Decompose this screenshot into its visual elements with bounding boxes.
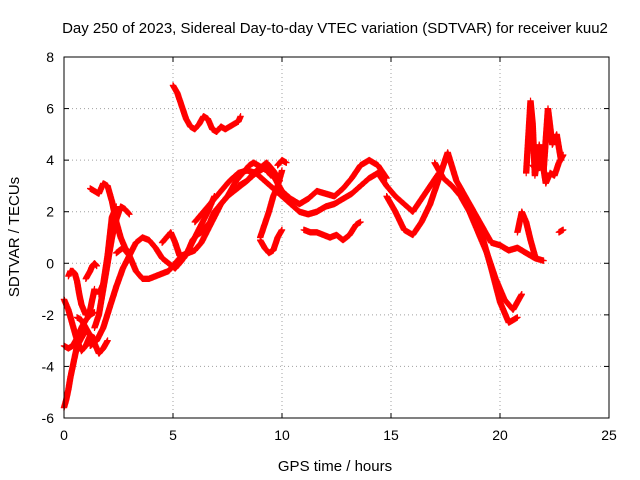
y-tick-label: 2	[46, 204, 54, 220]
y-axis-label: SDTVAR / TECUs	[6, 177, 23, 297]
marker-path	[300, 218, 364, 244]
marker-path	[529, 151, 567, 187]
marker-path	[65, 267, 98, 319]
x-tick-label: 15	[383, 427, 399, 443]
series-arc-z	[555, 226, 567, 236]
y-tick-label: 6	[46, 101, 54, 117]
series-arc-o	[235, 156, 390, 208]
data-markers	[60, 82, 567, 411]
marker-path	[235, 156, 390, 208]
x-tick-label: 0	[60, 427, 68, 443]
y-tick-label: 8	[46, 49, 54, 65]
series-arc-u	[431, 159, 525, 313]
y-tick-label: 0	[46, 255, 54, 271]
series-arc-f	[82, 260, 100, 282]
series-arc-r	[257, 226, 286, 257]
marker-path	[431, 159, 525, 313]
marker-path	[82, 260, 100, 282]
x-tick-label: 5	[169, 427, 177, 443]
marker-path	[555, 226, 567, 236]
marker-path	[274, 156, 290, 169]
marker-path	[461, 198, 521, 326]
marker-path	[169, 82, 244, 135]
y-tick-label: -6	[42, 410, 55, 426]
series-arc-s	[300, 218, 364, 244]
x-tick-label: 20	[492, 427, 508, 443]
series-arc-q	[274, 156, 290, 169]
series-arc-j	[95, 203, 120, 298]
plot-frame	[63, 56, 610, 419]
series-arc-m	[169, 82, 244, 135]
y-tick-label: 4	[46, 152, 54, 168]
grid-lines	[64, 57, 609, 418]
series-arc-y	[529, 151, 567, 187]
marker-path	[95, 203, 120, 298]
y-tick-label: -4	[42, 358, 55, 374]
series-arc-e	[73, 314, 98, 342]
x-tick-label: 10	[274, 427, 290, 443]
x-axis-label: GPS time / hours	[278, 458, 392, 475]
series-arc-t	[383, 149, 547, 264]
marker-path	[383, 149, 547, 264]
marker-path	[257, 226, 286, 257]
y-tick-label: -2	[42, 307, 55, 323]
series-arc-v	[461, 198, 521, 326]
marker-path	[73, 314, 98, 342]
marker-path	[514, 208, 539, 259]
series-arc-w	[514, 208, 539, 259]
series-arc-d	[65, 267, 98, 319]
x-tick-label: 25	[601, 427, 617, 443]
chart-title: Day 250 of 2023, Sidereal Day-to-day VTE…	[62, 20, 608, 37]
